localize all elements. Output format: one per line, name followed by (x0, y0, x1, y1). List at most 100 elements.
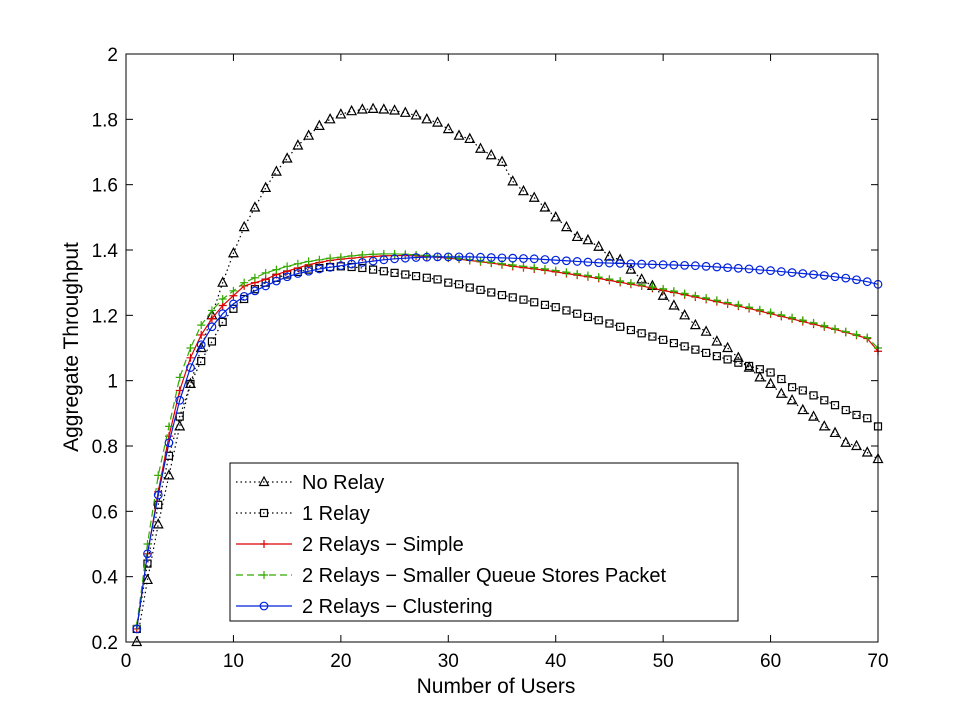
data-point (154, 500, 163, 509)
data-point (572, 257, 582, 266)
data-point (270, 165, 282, 176)
data-point (539, 201, 551, 212)
data-point (637, 329, 646, 338)
series-4 (132, 249, 882, 630)
data-point (830, 272, 840, 282)
data-point (411, 253, 421, 262)
data-point (358, 250, 367, 259)
legend-entry: 2 Relays − Simple (236, 534, 464, 556)
data-point (464, 132, 476, 144)
data-point (218, 317, 227, 326)
data-point (582, 233, 594, 245)
data-point (272, 276, 281, 286)
y-tick-label: 0.8 (92, 437, 118, 458)
data-point (863, 333, 872, 342)
data-point (400, 253, 410, 263)
data-point (594, 273, 603, 282)
series-line (136, 254, 879, 630)
data-point (766, 266, 775, 275)
legend-label: 2 Relays − Smaller Queue Stores Packet (302, 565, 667, 587)
data-point (669, 287, 678, 296)
data-point (841, 405, 850, 415)
data-point (218, 309, 228, 319)
data-point (476, 252, 485, 262)
legend-marker (259, 601, 269, 611)
data-point (766, 308, 775, 317)
data-point (496, 155, 508, 166)
data-point (680, 289, 689, 298)
x-tick-label: 10 (223, 651, 244, 672)
data-point (227, 246, 239, 258)
data-point (186, 379, 195, 389)
data-point (293, 259, 302, 268)
data-point (669, 260, 679, 270)
data-point (497, 253, 507, 263)
data-point (175, 373, 184, 382)
data-point (787, 268, 797, 277)
data-point (207, 314, 216, 323)
legend-label: 1 Relay (302, 503, 370, 525)
data-point (766, 368, 775, 377)
data-point (689, 318, 701, 330)
data-point (723, 355, 732, 364)
data-point (336, 253, 345, 262)
data-point (283, 262, 292, 271)
y-tick-label: 1.2 (92, 306, 118, 327)
data-point (809, 270, 818, 279)
data-point (261, 281, 271, 291)
data-point (733, 263, 743, 273)
data-point (691, 345, 700, 354)
data-point (551, 266, 560, 275)
y-tick-label: 1.4 (92, 241, 119, 262)
data-point (410, 109, 422, 120)
data-point (680, 260, 690, 270)
data-point (594, 316, 603, 325)
data-point (787, 383, 797, 392)
data-point (197, 321, 206, 330)
data-point (680, 342, 689, 351)
data-point (745, 303, 754, 312)
data-point (702, 294, 711, 303)
data-point (476, 285, 485, 294)
data-point (573, 309, 582, 318)
data-point (776, 267, 786, 276)
x-tick-label: 30 (438, 651, 459, 672)
data-point (367, 102, 379, 113)
data-point (605, 258, 614, 268)
data-point (529, 254, 539, 264)
data-point (433, 252, 442, 262)
x-tick-label: 0 (121, 651, 132, 672)
data-point (798, 386, 807, 395)
data-point (487, 258, 496, 267)
data-point (562, 268, 571, 277)
data-point (809, 391, 818, 400)
data-point (540, 264, 549, 273)
data-point (443, 252, 453, 262)
legend-entry: 2 Relays − Clustering (236, 596, 493, 618)
data-point (324, 113, 336, 124)
series-layer (131, 102, 884, 647)
data-point (207, 337, 217, 346)
data-point (808, 410, 820, 421)
legend-entry: 2 Relays − Smaller Queue Stores Packet (236, 565, 667, 587)
x-tick-label: 60 (760, 651, 781, 672)
data-point (517, 184, 529, 196)
legend-items: No Relay 1 Relay 2 Relays − Simple 2 Relays… (236, 472, 667, 618)
data-point (722, 341, 734, 353)
series-line (136, 256, 879, 630)
legend-label: 2 Relays − Clustering (302, 596, 493, 618)
data-point (272, 265, 281, 274)
data-point (519, 254, 528, 263)
data-point (207, 322, 217, 332)
data-point (551, 255, 561, 265)
data-point (368, 265, 378, 274)
legend-label: 2 Relays − Simple (302, 534, 464, 556)
data-point (229, 286, 238, 295)
legend-marker (259, 508, 269, 518)
data-point (765, 377, 777, 389)
y-tick-label: 1 (107, 372, 118, 393)
data-point (573, 269, 582, 278)
data-point (626, 278, 635, 287)
legend-marker (258, 475, 270, 487)
